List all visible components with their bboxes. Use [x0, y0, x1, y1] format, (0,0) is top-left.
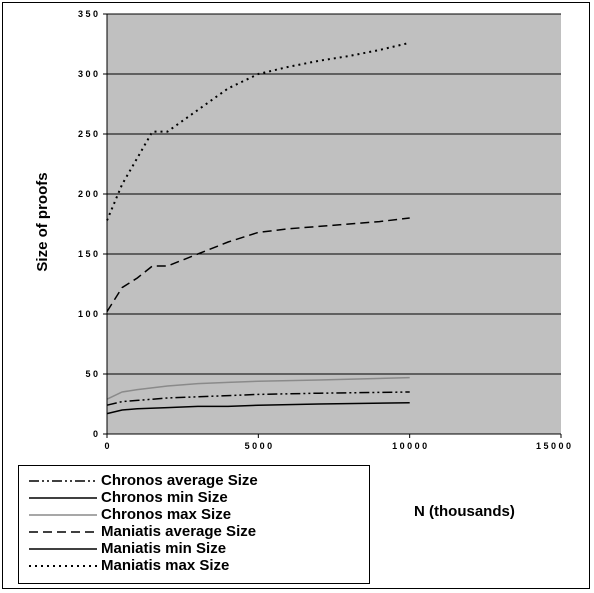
- tick-labels: 0 5 0 1 0 0 1 5 0 2 0 0 2 5 0 3 0 0 3 5 0 0 5 0 0…: [78, 9, 571, 451]
- legend-swatch: [29, 513, 97, 516]
- y-tick-label: 1 0 0: [78, 309, 98, 319]
- legend-label: Chronos max Size: [101, 506, 232, 523]
- x-tick-label: 5 0 0 0: [245, 441, 273, 451]
- series-line-chronos-min-size: [106, 402, 410, 415]
- legend-label: Maniatis average Size: [101, 523, 257, 540]
- gridlines: [107, 13, 561, 375]
- y-tick-label: 0: [93, 429, 98, 439]
- x-tick-label: 0: [104, 441, 109, 451]
- x-tick-label: 1 0 0 0 0: [392, 441, 427, 451]
- legend-item: Maniatis min Size: [19, 540, 369, 557]
- legend-swatch: [29, 530, 97, 533]
- legend-item: Chronos min Size: [19, 489, 369, 506]
- y-tick-label: 2 0 0: [78, 189, 98, 199]
- y-tick-label: 1 5 0: [78, 249, 98, 259]
- legend-swatch: [29, 564, 97, 567]
- axes: [103, 13, 562, 438]
- legend-swatch: [29, 479, 97, 482]
- series-line-chronos-average-size: [106, 391, 410, 406]
- plot-area: [107, 14, 561, 434]
- legend-label: Maniatis min Size: [101, 540, 227, 557]
- legend-label: Chronos min Size: [101, 489, 228, 506]
- x-tick-label: 1 5 0 0 0: [536, 441, 571, 451]
- series-layer: [106, 41, 410, 415]
- y-tick-label: 2 5 0: [78, 129, 98, 139]
- legend-item: Chronos average Size: [19, 472, 369, 489]
- legend-item: Maniatis max Size: [19, 557, 369, 574]
- legend-item: Chronos max Size: [19, 506, 369, 523]
- y-tick-label: 3 0 0: [78, 69, 98, 79]
- legend: Chronos average Size Chronos min Size Chro…: [18, 465, 370, 584]
- y-axis-title: Size of proofs: [34, 172, 51, 271]
- legend-label: Maniatis max Size: [101, 557, 230, 574]
- x-axis-title: N (thousands): [414, 503, 515, 520]
- series-line-chronos-max-size: [106, 376, 410, 400]
- legend-item: Maniatis average Size: [19, 523, 369, 540]
- legend-label: Chronos average Size: [101, 472, 258, 489]
- series-line-maniatis-average-size: [106, 217, 410, 312]
- legend-swatch: [29, 547, 97, 550]
- chart-frame: [2, 2, 590, 589]
- y-tick-label: 3 5 0: [78, 9, 98, 19]
- legend-swatch: [29, 496, 97, 499]
- y-tick-label: 5 0: [85, 369, 98, 379]
